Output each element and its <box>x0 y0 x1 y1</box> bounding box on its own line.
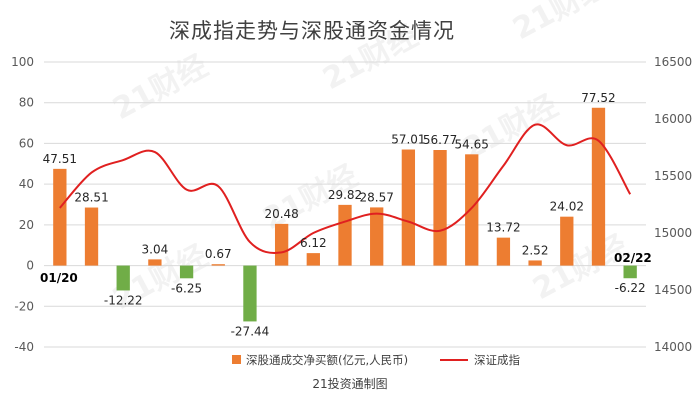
bar-value-label: 28.57 <box>360 190 394 204</box>
bar-value-label: 57.01 <box>391 133 425 147</box>
bar <box>53 168 67 266</box>
legend: 深股通成交净买额(亿元,人民币) 深证成指 <box>232 353 520 367</box>
end-date-label: 02/22 <box>614 251 652 265</box>
bar <box>496 237 511 266</box>
bar <box>243 265 257 322</box>
left-tick-label: -40 <box>14 340 34 354</box>
bar-data-labels: 47.51 28.51 -12.22 3.04 -6.25 0.67 -27.44 20.48… <box>43 91 646 339</box>
right-tick-label: 14000 <box>654 340 692 354</box>
bar <box>401 149 416 266</box>
bar-value-label: -27.44 <box>231 324 270 338</box>
bar-value-label: 54.65 <box>455 137 489 151</box>
bar <box>116 265 130 291</box>
bar <box>211 264 225 266</box>
right-tick-label: 15000 <box>654 226 692 240</box>
bar <box>560 216 574 266</box>
bar-value-label: 47.51 <box>43 152 77 166</box>
source-note: 21投资通制图 <box>312 376 387 391</box>
left-tick-label: -20 <box>14 299 34 313</box>
bar <box>84 207 99 266</box>
left-tick-label: 80 <box>19 96 34 110</box>
bar-value-label: 24.02 <box>550 200 584 214</box>
bar-value-label: -6.25 <box>171 281 202 295</box>
bar <box>274 223 289 266</box>
bar-value-label: 77.52 <box>581 91 615 105</box>
legend-line-label: 深证成指 <box>474 353 520 367</box>
bar <box>338 204 352 266</box>
bar <box>623 265 637 279</box>
right-axis-ticks: 16500 16000 15500 15000 14500 14000 <box>654 55 692 354</box>
bar <box>370 207 384 266</box>
line-series <box>59 123 632 254</box>
left-tick-label: 0 <box>26 259 34 273</box>
left-tick-label: 40 <box>19 177 34 191</box>
bar <box>528 260 542 266</box>
index-line <box>59 123 632 254</box>
left-tick-label: 60 <box>19 136 34 150</box>
left-tick-label: 20 <box>19 218 34 232</box>
bar <box>433 150 447 266</box>
bar-value-label: 6.12 <box>300 236 327 250</box>
legend-bar-label: 深股通成交净买额(亿元,人民币) <box>246 353 408 367</box>
watermark-text: 21财经 <box>107 48 213 127</box>
bar <box>591 107 606 266</box>
watermark-text: 21财经 <box>507 0 613 47</box>
watermark-text: 21财经 <box>527 228 633 307</box>
bar-value-label: 3.04 <box>142 242 169 256</box>
bar-value-label: 2.52 <box>522 243 549 257</box>
right-tick-label: 16000 <box>654 112 692 126</box>
bar <box>465 154 479 266</box>
bar <box>179 265 194 279</box>
bar <box>306 253 320 266</box>
bar-value-label: 13.72 <box>486 221 520 235</box>
bar-value-label: -12.22 <box>104 293 143 307</box>
bar-value-label: 29.82 <box>328 188 362 202</box>
bar-value-label: 28.51 <box>74 191 108 205</box>
chart-title: 深成指走势与深股通资金情况 <box>169 19 455 43</box>
bar-value-label: 56.77 <box>423 133 457 147</box>
left-tick-label: 100 <box>11 55 34 69</box>
bar-value-label: 20.48 <box>264 207 298 221</box>
bar-value-label: 0.67 <box>205 247 232 261</box>
right-tick-label: 16500 <box>654 55 692 69</box>
left-axis-ticks: 100 80 60 40 20 0 -20 -40 <box>11 55 34 354</box>
start-date-label: 01/20 <box>40 271 78 285</box>
right-tick-label: 14500 <box>654 283 692 297</box>
legend-bar-swatch <box>232 355 241 364</box>
grid-lines <box>44 61 646 348</box>
bar-value-label: -6.22 <box>615 281 646 295</box>
bar-series <box>53 107 637 322</box>
bar <box>148 259 162 266</box>
right-tick-label: 15500 <box>654 169 692 183</box>
